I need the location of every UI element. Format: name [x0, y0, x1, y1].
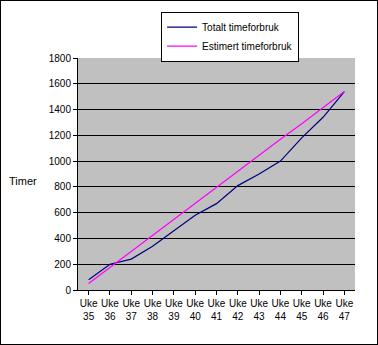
svg-text:Uke39: Uke39 — [165, 298, 183, 322]
svg-text:Uke35: Uke35 — [80, 298, 98, 322]
svg-text:600: 600 — [54, 207, 71, 218]
svg-text:400: 400 — [54, 233, 71, 244]
svg-text:1200: 1200 — [49, 130, 72, 141]
svg-text:Totalt timeforbruk: Totalt timeforbruk — [202, 22, 280, 33]
svg-text:Uke40: Uke40 — [186, 298, 204, 322]
svg-text:1000: 1000 — [49, 156, 72, 167]
svg-text:Uke44: Uke44 — [272, 298, 290, 322]
svg-text:Uke45: Uke45 — [293, 298, 311, 322]
svg-text:Estimert timeforbruk: Estimert timeforbruk — [202, 41, 292, 52]
svg-text:Uke47: Uke47 — [335, 298, 353, 322]
svg-text:1400: 1400 — [49, 104, 72, 115]
svg-text:Uke46: Uke46 — [314, 298, 332, 322]
svg-text:1600: 1600 — [49, 78, 72, 89]
svg-text:Uke37: Uke37 — [122, 298, 140, 322]
svg-text:800: 800 — [54, 181, 71, 192]
svg-text:Uke41: Uke41 — [208, 298, 226, 322]
svg-text:200: 200 — [54, 259, 71, 270]
svg-text:Uke36: Uke36 — [101, 298, 119, 322]
svg-text:Uke43: Uke43 — [250, 298, 268, 322]
svg-text:Timer: Timer — [9, 175, 37, 187]
svg-text:Uke42: Uke42 — [229, 298, 247, 322]
svg-text:Uke38: Uke38 — [144, 298, 162, 322]
svg-text:1800: 1800 — [49, 53, 72, 64]
svg-text:0: 0 — [65, 285, 71, 296]
